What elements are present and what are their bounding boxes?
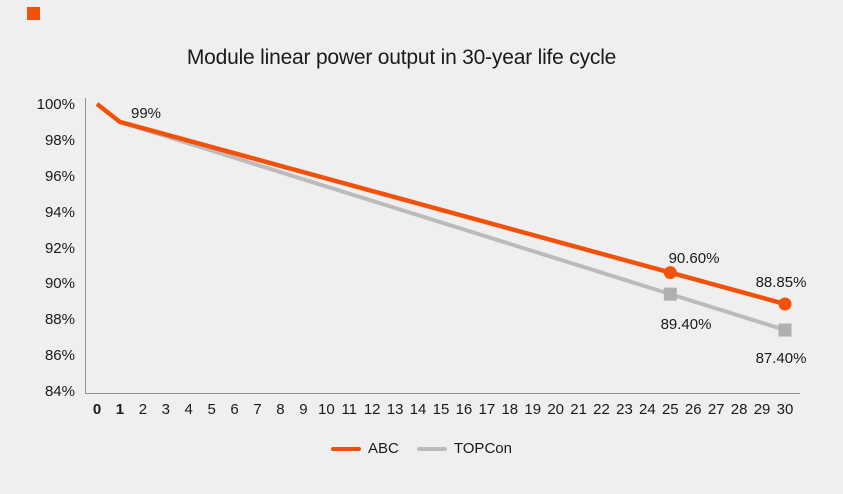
x-tick-label: 25 [661,401,679,418]
x-tick-label: 1 [115,401,125,418]
x-tick-label: 3 [161,401,170,418]
x-tick-label: 8 [276,401,285,418]
y-tick-label: 90% [44,275,75,293]
x-tick-label: 22 [593,401,610,418]
legend-label: ABC [368,440,399,457]
chart-title: Module linear power output in 30-year li… [186,46,617,69]
x-tick-label: 16 [455,401,473,418]
orange-square-logo [27,7,40,20]
x-tick-label: 5 [207,401,216,418]
x-tick-label: 23 [616,401,633,418]
x-tick-label: 30 [776,401,794,418]
data-label: 89.40% [660,316,712,333]
y-tick-label: 94% [44,203,75,221]
x-tick-label: 28 [730,401,748,418]
square-marker-topcon [778,323,792,337]
data-label: 99% [130,105,162,122]
x-tick-label: 10 [317,401,335,418]
series-lines [95,102,786,332]
data-label: 87.40% [755,350,807,367]
x-tick-label: 24 [639,401,656,418]
legend-label: TOPCon [453,440,512,457]
data-label: 88.85% [755,274,807,291]
y-tick-label: 96% [44,167,75,185]
series-markers [663,266,792,337]
legend-item-topcon: TOPCon [416,440,512,457]
x-tick-label: 11 [341,401,358,418]
y-tick-label: 100% [36,96,75,113]
x-tick-label: 29 [753,401,771,418]
legend-item-abc: ABC [331,440,399,457]
x-tick-label: 2 [138,401,148,418]
y-tick-label: 88% [44,311,75,329]
circle-marker-abc [663,266,677,280]
x-tick-label: 18 [501,401,519,418]
x-tick-label: 0 [92,401,102,418]
x-tick-label: 7 [253,401,262,418]
x-tick-label: 14 [409,401,427,418]
x-tick-label: 19 [524,401,542,418]
data-label: 90.60% [668,250,720,267]
x-tick-label: 27 [707,401,725,418]
y-tick-label: 84% [44,383,75,400]
y-tick-label: 86% [44,347,75,365]
x-tick-label: 9 [299,401,308,418]
x-tick-label: 4 [184,401,193,418]
circle-marker-abc [778,297,792,311]
series-line-abc [95,102,786,307]
x-tick-label: 26 [684,401,702,418]
axes [85,98,800,394]
square-marker-topcon [663,287,677,301]
series-line-topcon [95,102,786,332]
x-tick-label: 17 [478,401,496,418]
y-tick-label: 98% [44,131,75,149]
legend-swatch-abc [331,446,362,451]
x-tick-label: 15 [432,401,450,418]
x-tick-label: 20 [547,401,564,418]
x-tick-label: 6 [230,401,239,418]
x-tick-label: 12 [363,401,381,418]
x-tick-label: 21 [570,401,587,418]
y-tick-label: 92% [44,239,75,257]
x-tick-label: 13 [386,401,404,418]
legend-swatch-topcon [416,446,447,451]
legend: ABC TOPCon [0,440,843,457]
